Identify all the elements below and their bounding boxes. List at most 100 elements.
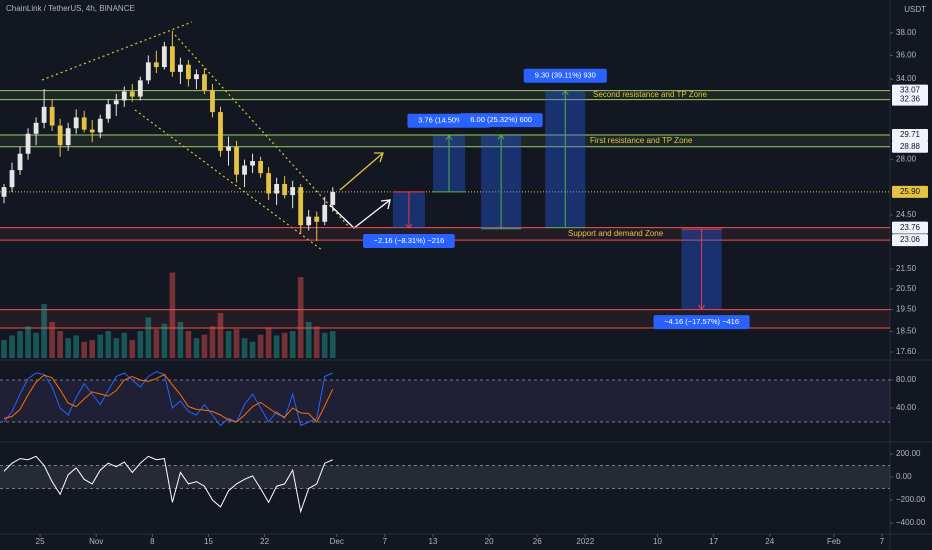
x-tick-label: Feb xyxy=(827,537,841,546)
candle-body xyxy=(194,74,199,80)
volume-bar xyxy=(25,326,31,358)
volume-bar xyxy=(153,329,160,358)
candle-body xyxy=(89,129,95,133)
price-label: 28.88 xyxy=(900,142,921,151)
y-tick-label: 18.50 xyxy=(896,327,917,336)
volume-bar xyxy=(129,340,136,358)
position-label: 9.30 (39.11%) 930 xyxy=(535,71,596,80)
price-label-bg xyxy=(892,93,928,106)
volume-bar xyxy=(209,326,216,358)
volume-bar xyxy=(297,277,304,358)
candle-body xyxy=(9,170,15,188)
channel-line xyxy=(41,21,193,81)
volume-bar xyxy=(9,335,15,358)
candle-body xyxy=(266,173,272,194)
volume-bar xyxy=(65,338,71,358)
position-label: −4.16 (−17.57%) −416 xyxy=(664,317,739,326)
volume-bar xyxy=(105,331,112,358)
candle-body xyxy=(306,216,312,226)
volume-bar xyxy=(161,323,168,358)
volume-bar xyxy=(233,329,240,358)
x-tick-label: Nov xyxy=(89,537,103,546)
candle-body xyxy=(322,204,328,222)
arrow-head xyxy=(405,223,413,229)
candle-body xyxy=(298,187,304,226)
zone xyxy=(0,227,890,241)
zone xyxy=(0,135,890,147)
volume-bar xyxy=(97,334,104,358)
candle-body xyxy=(242,165,247,175)
y-tick-label: 200.00 xyxy=(896,449,921,458)
y-tick-label: −200.00 xyxy=(896,495,926,504)
candle-body xyxy=(129,91,135,97)
candle-body xyxy=(274,183,280,194)
x-tick-label: 17 xyxy=(709,537,718,546)
x-tick-label: 24 xyxy=(765,537,774,546)
volume-bar xyxy=(169,272,176,358)
price-label: 25.90 xyxy=(900,187,921,196)
candle-body xyxy=(186,64,191,80)
x-tick-label: 8 xyxy=(150,537,155,546)
price-unit: USDT xyxy=(904,5,926,14)
volume-bar xyxy=(305,322,312,358)
volume-bar xyxy=(73,335,79,358)
candle-body xyxy=(17,153,23,171)
volume-bar xyxy=(217,313,224,358)
position-label-bg xyxy=(363,234,455,249)
oscillator-line xyxy=(3,373,334,423)
y-tick-label: 28.00 xyxy=(896,155,917,164)
candle-body xyxy=(330,191,336,205)
volume-bar xyxy=(249,341,256,358)
arrow-head xyxy=(698,304,705,310)
candle-body xyxy=(49,106,55,126)
candle-body xyxy=(105,104,111,119)
y-tick-label: 80.00 xyxy=(896,375,917,384)
arrow-head xyxy=(374,152,384,163)
volume-bar xyxy=(313,326,320,358)
oscillator-line xyxy=(3,371,333,427)
arrow-head xyxy=(497,134,505,140)
y-tick-label: 20.50 xyxy=(896,284,917,293)
volume-bar xyxy=(329,331,336,358)
volume-bar xyxy=(17,331,23,358)
price-label: 23.76 xyxy=(900,223,921,232)
price-label-bg xyxy=(892,129,928,142)
position-label: 3.76 (14.50%) 600 xyxy=(418,116,480,125)
band xyxy=(0,379,890,423)
candle-body xyxy=(1,187,7,197)
candle-body xyxy=(145,62,151,81)
chart-title: ChainLink / TetherUS, 4h, BINANCE xyxy=(6,4,135,13)
y-tick-label: 19.50 xyxy=(896,305,917,314)
candle-body xyxy=(210,90,215,113)
candle-body xyxy=(113,100,119,105)
y-tick-label: 17.60 xyxy=(896,347,917,356)
candle-body xyxy=(218,112,223,151)
volume-bar xyxy=(49,322,55,358)
price-label: 23.06 xyxy=(900,235,921,244)
x-tick-label: 13 xyxy=(429,537,438,546)
volume-bar xyxy=(177,322,184,358)
volume-bar xyxy=(201,334,208,358)
x-tick-label: 22 xyxy=(260,537,269,546)
y-tick-label: 21.50 xyxy=(896,264,917,273)
position-label: 6.00 (25.32%) 600 xyxy=(470,115,532,124)
oscillator-line xyxy=(3,455,333,514)
volume-bar xyxy=(33,332,39,358)
price-label: 32.36 xyxy=(900,95,921,104)
zone-label: Second resistance and TP Zone xyxy=(593,90,708,99)
candle-body xyxy=(81,117,87,130)
arrow-head xyxy=(380,199,391,210)
zone-label: First resistance and TP Zone xyxy=(590,136,693,145)
volume-bar xyxy=(193,338,200,358)
volume-bar xyxy=(321,332,328,358)
position-label: −2.16 (−8.31%) −216 xyxy=(374,236,445,245)
candle-body xyxy=(41,106,47,123)
y-tick-label: 24.50 xyxy=(896,210,917,219)
arrow-head xyxy=(561,89,569,96)
volume-bar xyxy=(81,341,87,358)
zone xyxy=(0,309,890,329)
candle-body xyxy=(153,62,159,68)
volume-bar xyxy=(273,335,280,358)
x-tick-label: 26 xyxy=(533,537,542,546)
x-tick-label: 25 xyxy=(36,537,45,546)
